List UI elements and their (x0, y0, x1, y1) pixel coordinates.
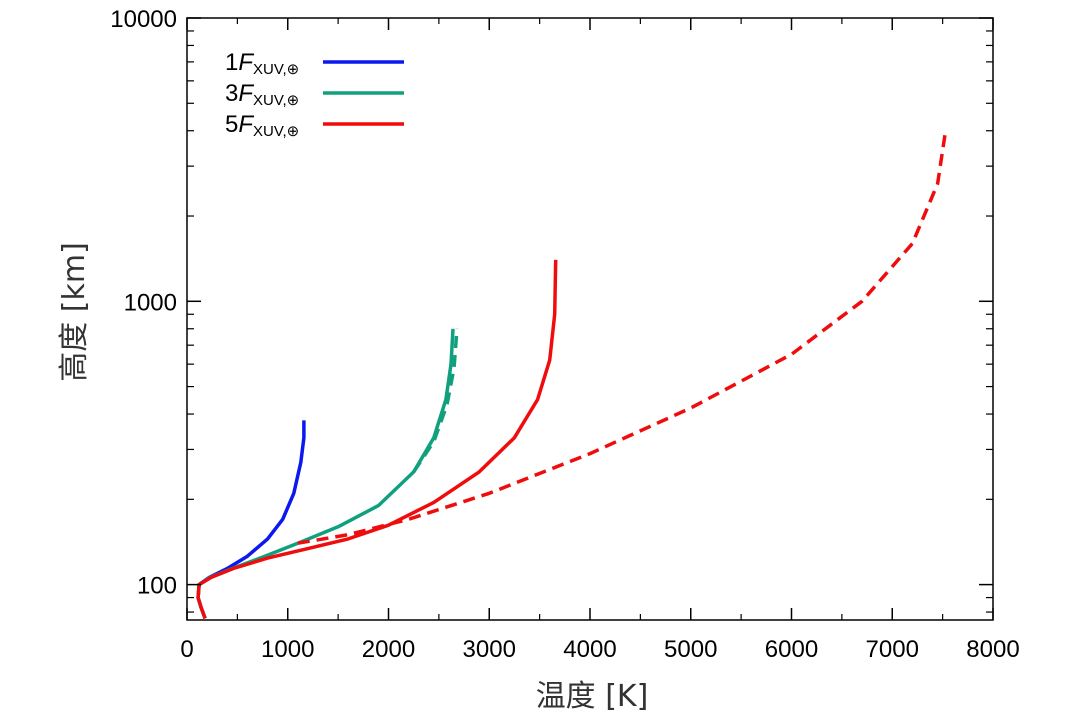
x-tick-label: 8000 (966, 636, 1019, 663)
ticks-layer: 0 1000 2000 3000 4000 5000 6000 7000 8000 100 1000… (110, 6, 1019, 663)
x-tick-label: 5000 (664, 636, 717, 663)
x-tick-label: 7000 (866, 636, 919, 663)
series-layer (196, 130, 948, 620)
legend-entry-label: 1FXUV,⊕ (225, 49, 299, 78)
y-tick-label: 1000 (124, 289, 177, 316)
legend: 1FXUV,⊕3FXUV,⊕5FXUV,⊕ (225, 49, 404, 140)
plot-area-frame (186, 17, 994, 621)
plot-frame (186, 17, 994, 621)
series-line-5 (297, 130, 948, 545)
x-tick-label: 1000 (261, 636, 314, 663)
x-axis-label: 温度 [K] (536, 679, 649, 713)
x-tick-label: 4000 (563, 636, 616, 663)
y-axis-label: 高度 [km] (57, 242, 92, 382)
x-tick-label: 6000 (765, 636, 818, 663)
y-tick-label: 10000 (110, 6, 177, 33)
series-line-1 (196, 420, 306, 620)
x-tick-label: 3000 (463, 636, 516, 663)
x-tick-label: 2000 (362, 636, 415, 663)
series-line-2 (196, 328, 455, 620)
x-tick-label: 0 (180, 636, 193, 663)
legend-entry-label: 3FXUV,⊕ (225, 80, 299, 109)
series-line-3 (412, 328, 459, 473)
legend-entry-label: 5FXUV,⊕ (225, 111, 299, 140)
y-tick-label: 100 (137, 573, 177, 600)
series-line-4 (196, 259, 558, 620)
